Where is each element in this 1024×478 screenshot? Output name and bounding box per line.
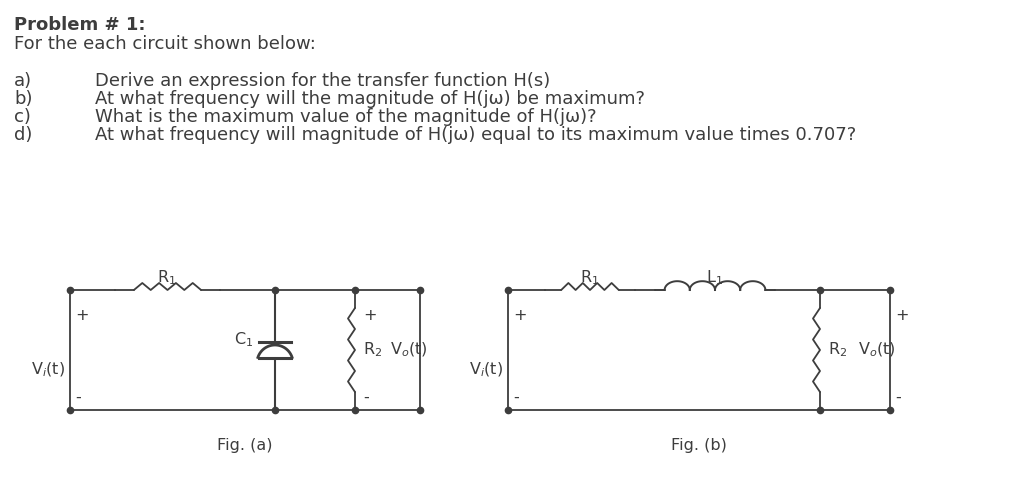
Text: R$_2$: R$_2$	[362, 341, 382, 359]
Text: -: -	[362, 390, 369, 405]
Text: At what frequency will magnitude of H(jω) equal to its maximum value times 0.707: At what frequency will magnitude of H(jω…	[95, 126, 856, 144]
Text: V$_o$(t): V$_o$(t)	[858, 341, 896, 359]
Text: For the each circuit shown below:: For the each circuit shown below:	[14, 35, 315, 53]
Text: V$_o$(t): V$_o$(t)	[390, 341, 428, 359]
Text: Derive an expression for the transfer function H(s): Derive an expression for the transfer fu…	[95, 72, 550, 90]
Text: +: +	[362, 308, 377, 323]
Text: R$_1$: R$_1$	[158, 268, 176, 287]
Text: Fig. (a): Fig. (a)	[217, 438, 272, 453]
Text: L$_1$: L$_1$	[707, 268, 724, 287]
Text: -: -	[75, 390, 81, 405]
Text: R$_1$: R$_1$	[581, 268, 600, 287]
Text: At what frequency will the magnitude of H(jω) be maximum?: At what frequency will the magnitude of …	[95, 90, 645, 108]
Text: V$_i$(t): V$_i$(t)	[469, 361, 503, 379]
Text: d): d)	[14, 126, 33, 144]
Text: What is the maximum value of the magnitude of H(jω)?: What is the maximum value of the magnitu…	[95, 108, 597, 126]
Text: C$_1$: C$_1$	[233, 331, 253, 349]
Text: a): a)	[14, 72, 32, 90]
Text: V$_i$(t): V$_i$(t)	[31, 361, 65, 379]
Text: -: -	[895, 390, 901, 405]
Text: +: +	[513, 308, 526, 323]
Text: Problem # 1:: Problem # 1:	[14, 16, 145, 34]
Text: R$_2$: R$_2$	[828, 341, 847, 359]
Text: b): b)	[14, 90, 33, 108]
Text: Fig. (b): Fig. (b)	[671, 438, 727, 453]
Text: +: +	[895, 308, 908, 323]
Text: +: +	[75, 308, 88, 323]
Text: -: -	[513, 390, 519, 405]
Text: c): c)	[14, 108, 31, 126]
